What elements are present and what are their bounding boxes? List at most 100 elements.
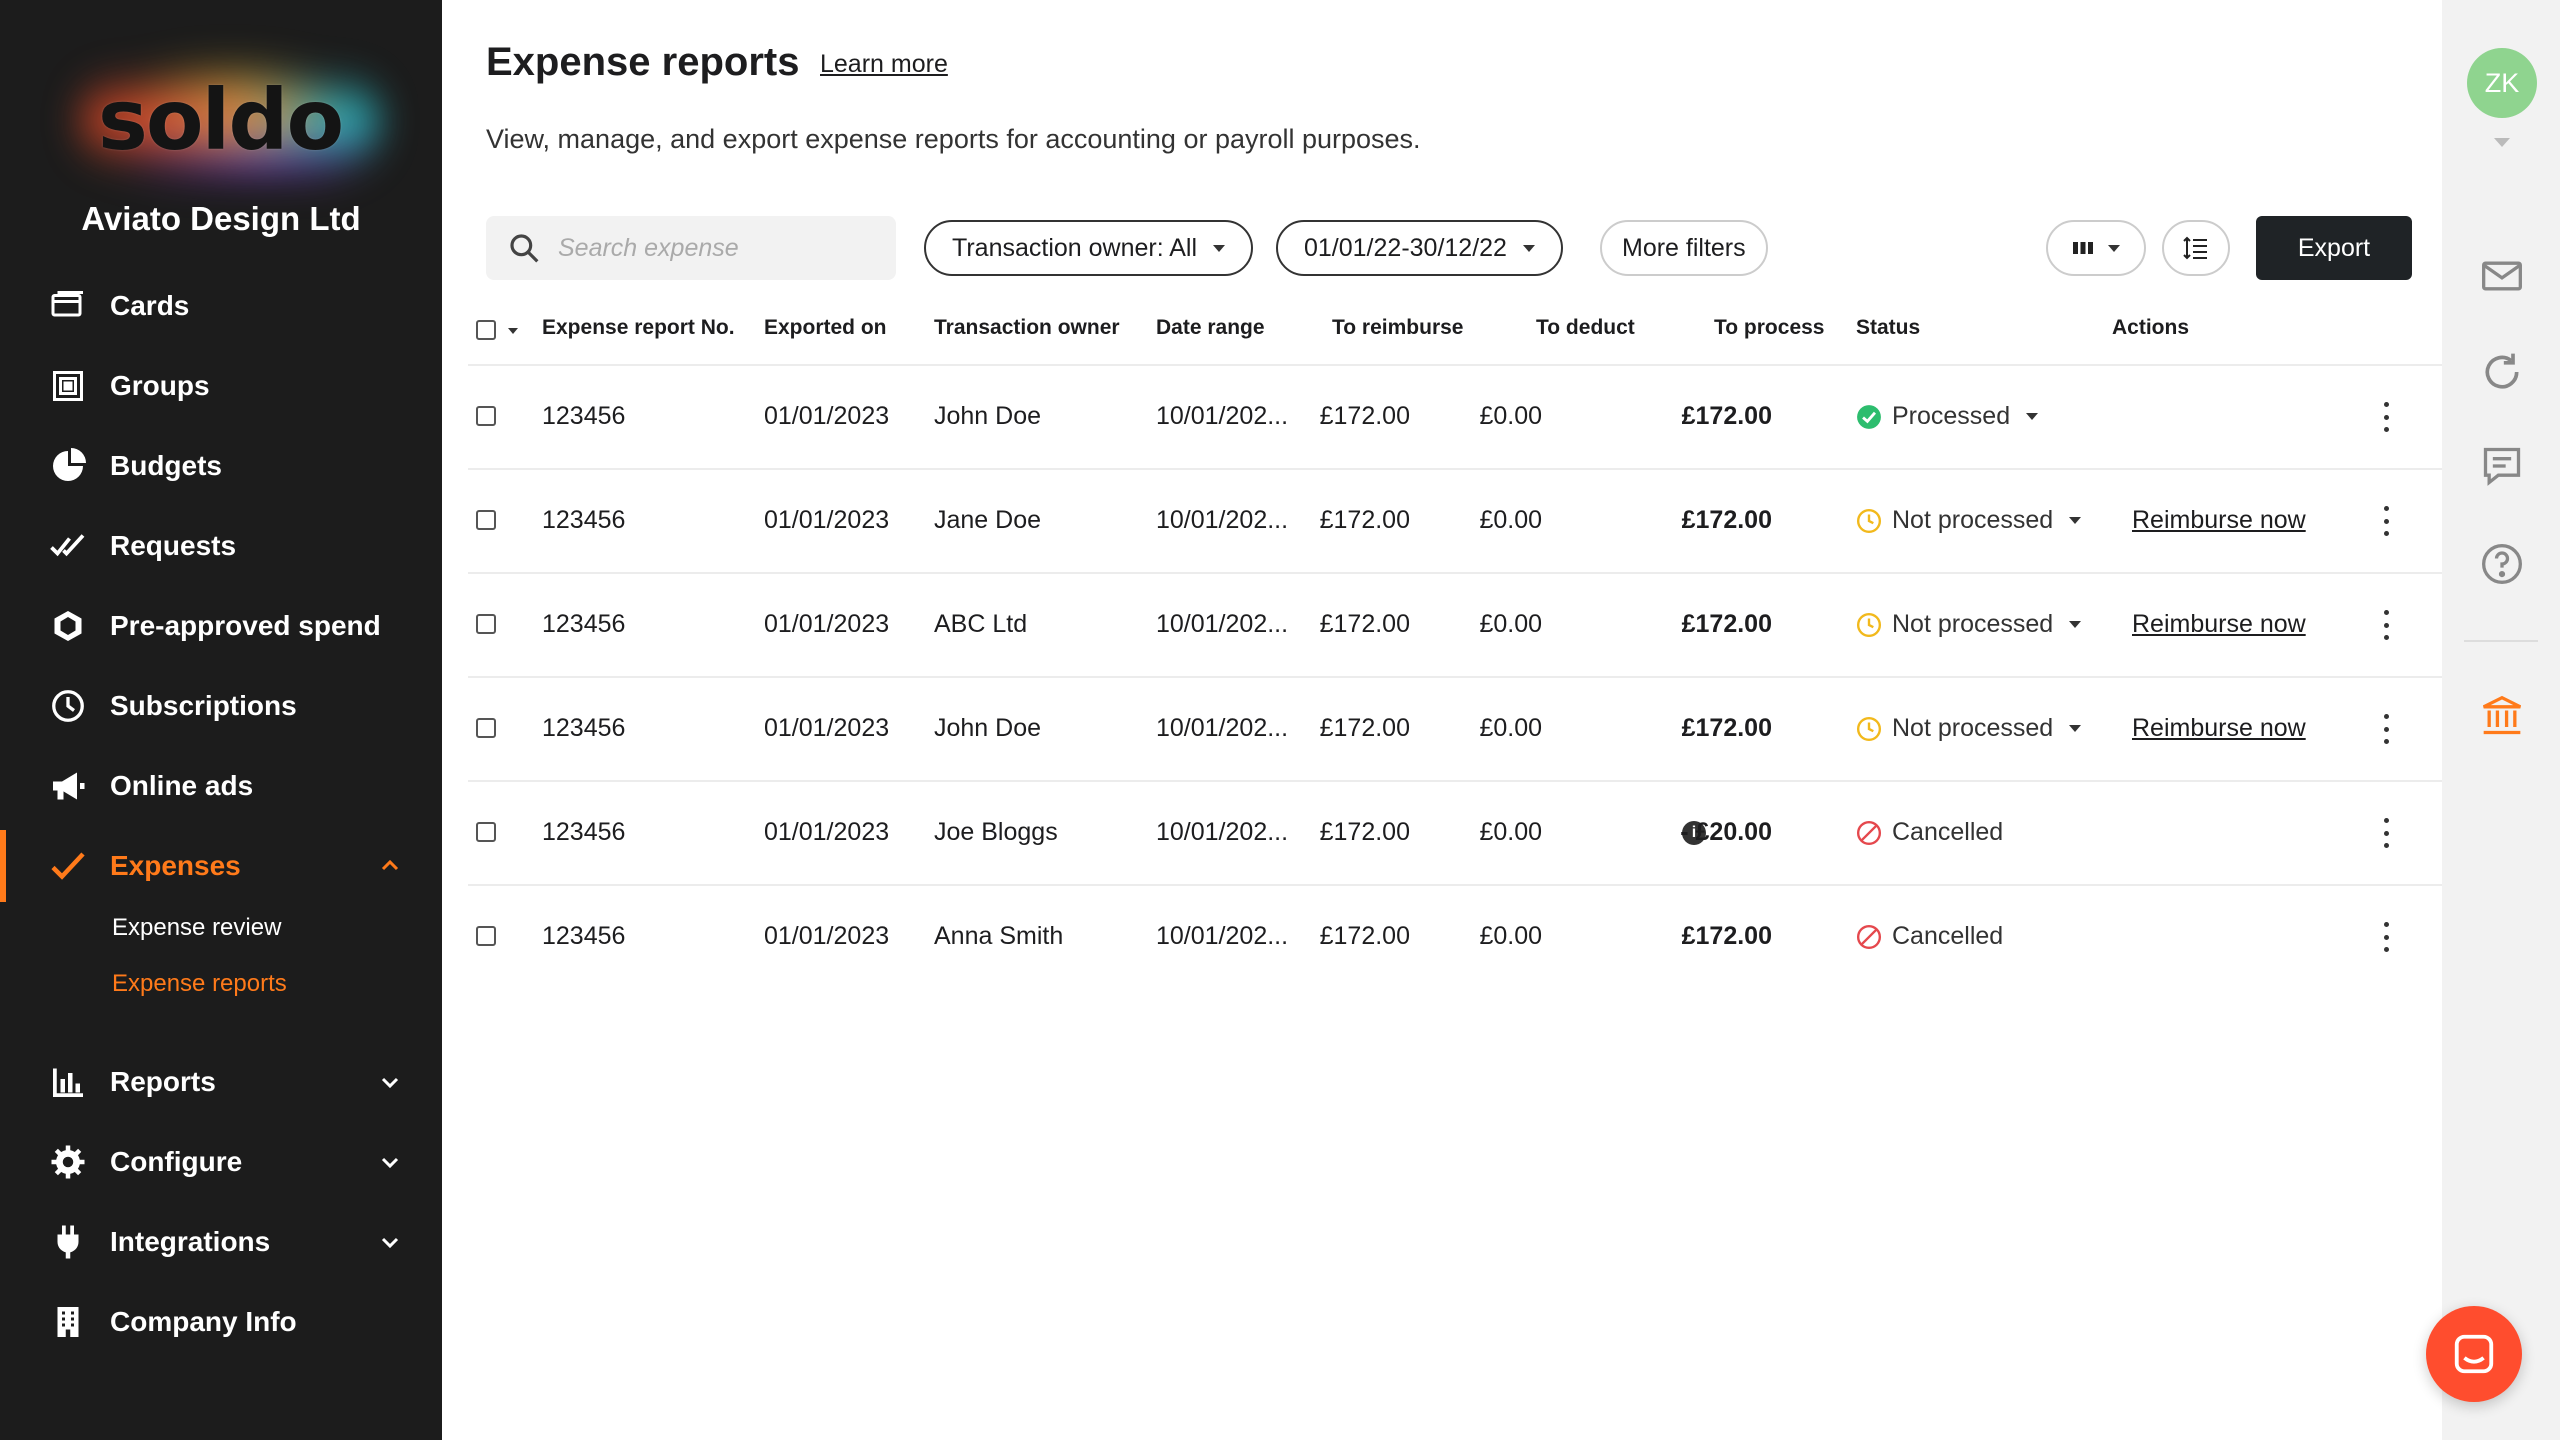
column-header-exported-on[interactable]: Exported on bbox=[764, 316, 887, 339]
search-input[interactable] bbox=[558, 233, 858, 263]
chevron-down-icon[interactable] bbox=[378, 1230, 402, 1254]
status-dropdown[interactable]: Not processed bbox=[1856, 610, 2082, 639]
column-header-transaction-owner[interactable]: Transaction owner bbox=[934, 316, 1120, 339]
cell-to-deduct: £0.00 bbox=[1479, 714, 1542, 742]
sidebar-item-label: Online ads bbox=[110, 770, 254, 801]
clock-icon bbox=[1856, 612, 1882, 637]
row-checkbox[interactable] bbox=[476, 406, 496, 426]
row-menu-icon[interactable] bbox=[2376, 922, 2396, 952]
sidebar-item-label: Pre-approved spend bbox=[110, 610, 381, 641]
row-checkbox[interactable] bbox=[476, 510, 496, 530]
row-checkbox[interactable] bbox=[476, 822, 496, 842]
cell-owner: ABC Ltd bbox=[934, 610, 1028, 638]
reimburse-now-link[interactable]: Reimburse now bbox=[2132, 506, 2306, 534]
status-dropdown[interactable]: Not processed bbox=[1856, 506, 2082, 535]
reimburse-now-link[interactable]: Reimburse now bbox=[2132, 714, 2306, 742]
transaction-owner-filter[interactable]: Transaction owner: All bbox=[924, 220, 1254, 276]
chevron-down-icon[interactable] bbox=[378, 1070, 402, 1094]
caret-down-icon bbox=[1213, 244, 1226, 252]
search-icon bbox=[510, 234, 539, 263]
cell-owner: Joe Bloggs bbox=[934, 818, 1058, 846]
cell-date-range: 10/01/202... bbox=[1156, 506, 1289, 534]
column-header-to-deduct[interactable]: To deduct bbox=[1536, 316, 1635, 339]
density-toggle-button[interactable] bbox=[2162, 220, 2230, 276]
row-menu-icon[interactable] bbox=[2376, 818, 2396, 848]
sidebar-item-label: Cards bbox=[110, 290, 190, 321]
row-checkbox[interactable] bbox=[476, 614, 496, 634]
cell-to-process: - £20.00 bbox=[1680, 818, 1772, 846]
refresh-icon[interactable] bbox=[2480, 350, 2524, 394]
reimburse-now-link[interactable]: Reimburse now bbox=[2132, 610, 2306, 638]
columns-toggle-button[interactable] bbox=[2046, 220, 2146, 276]
sidebar-item-cards[interactable]: Cards bbox=[0, 270, 442, 342]
cancelled-icon bbox=[1856, 820, 1882, 845]
status-dropdown[interactable]: Processed bbox=[1856, 402, 2039, 431]
sidebar-item-label: Subscriptions bbox=[110, 690, 297, 721]
sidebar-item-integrations[interactable]: Integrations bbox=[0, 1206, 442, 1278]
mail-icon[interactable] bbox=[2480, 254, 2524, 298]
column-header-to-reimburse[interactable]: To reimburse bbox=[1332, 316, 1464, 339]
select-menu-caret-icon[interactable] bbox=[508, 328, 518, 334]
sidebar-item-budgets[interactable]: Budgets bbox=[0, 430, 442, 502]
soldo-logo[interactable]: soldo bbox=[60, 50, 380, 190]
sidebar-item-pre-approved-spend[interactable]: Pre-approved spend bbox=[0, 590, 442, 662]
page-subtitle: View, manage, and export expense reports… bbox=[486, 124, 1421, 154]
column-header-status[interactable]: Status bbox=[1856, 316, 1921, 339]
help-icon[interactable] bbox=[2480, 542, 2524, 586]
row-checkbox[interactable] bbox=[476, 926, 496, 946]
status-label: Cancelled bbox=[1892, 922, 2004, 950]
learn-more-link[interactable]: Learn more bbox=[820, 50, 948, 78]
sidebar-item-label: Integrations bbox=[110, 1226, 271, 1257]
info-icon[interactable]: i bbox=[1682, 821, 1706, 845]
logo-glow bbox=[80, 60, 380, 180]
caret-down-icon[interactable] bbox=[2494, 138, 2510, 147]
chat-icon[interactable] bbox=[2480, 444, 2524, 488]
cell-to-reimburse: £172.00 bbox=[1319, 610, 1410, 638]
row-menu-icon[interactable] bbox=[2376, 610, 2396, 640]
cell-to-process: £172.00 bbox=[1681, 610, 1772, 638]
row-menu-icon[interactable] bbox=[2376, 506, 2396, 536]
column-header-report-no[interactable]: Expense report No. bbox=[542, 316, 735, 339]
date-range-filter[interactable]: 01/01/22-30/12/22 bbox=[1276, 220, 1563, 276]
row-divider bbox=[468, 884, 2442, 886]
more-filters-button[interactable]: More filters bbox=[1600, 220, 1768, 276]
cell-date-range: 10/01/202... bbox=[1156, 818, 1289, 846]
chevron-down-icon[interactable] bbox=[378, 1150, 402, 1174]
row-divider bbox=[468, 780, 2442, 782]
caret-down-icon bbox=[2069, 621, 2082, 628]
cell-exported-on: 01/01/2023 bbox=[764, 610, 890, 638]
plug-icon bbox=[48, 1222, 88, 1262]
select-all-checkbox[interactable] bbox=[476, 320, 496, 340]
row-checkbox[interactable] bbox=[476, 718, 496, 738]
search-box[interactable] bbox=[486, 216, 896, 280]
sidebar-item-subscriptions[interactable]: Subscriptions bbox=[0, 670, 442, 742]
sidebar-item-expenses[interactable]: Expenses bbox=[0, 830, 442, 902]
row-menu-icon[interactable] bbox=[2376, 402, 2396, 432]
sidebar-item-label: Groups bbox=[110, 370, 210, 401]
column-header-to-process[interactable]: To process bbox=[1714, 316, 1825, 339]
sidebar-item-configure[interactable]: Configure bbox=[0, 1126, 442, 1198]
sidebar-item-label: Budgets bbox=[110, 450, 222, 481]
sidebar-item-reports[interactable]: Reports bbox=[0, 1046, 442, 1118]
main-content: Expense reports Learn more View, manage,… bbox=[442, 0, 2442, 1440]
sidebar-item-requests[interactable]: Requests bbox=[0, 510, 442, 582]
avatar[interactable]: ZK bbox=[2467, 48, 2537, 118]
clock-icon bbox=[1856, 716, 1882, 741]
cell-report-no: 123456 bbox=[542, 714, 626, 742]
sidebar-item-online-ads[interactable]: Online ads bbox=[0, 750, 442, 822]
building-icon bbox=[48, 1302, 88, 1342]
cell-date-range: 10/01/202... bbox=[1156, 402, 1289, 430]
sidebar-item-groups[interactable]: Groups bbox=[0, 350, 442, 422]
bank-icon[interactable] bbox=[2480, 694, 2524, 738]
status-dropdown[interactable]: Not processed bbox=[1856, 714, 2082, 743]
export-button[interactable]: Export bbox=[2256, 216, 2412, 280]
row-menu-icon[interactable] bbox=[2376, 714, 2396, 744]
support-chat-button[interactable] bbox=[2426, 1306, 2522, 1402]
pre-approved-icon bbox=[48, 606, 88, 646]
column-header-date-range[interactable]: Date range bbox=[1156, 316, 1265, 339]
row-divider bbox=[468, 572, 2442, 574]
sidebar-item-company-info[interactable]: Company Info bbox=[0, 1286, 442, 1358]
sidebar-subitem-expense-reports[interactable]: Expense reports bbox=[112, 970, 287, 997]
sidebar-subitem-expense-review[interactable]: Expense review bbox=[112, 914, 282, 941]
chevron-up-icon[interactable] bbox=[378, 854, 402, 878]
